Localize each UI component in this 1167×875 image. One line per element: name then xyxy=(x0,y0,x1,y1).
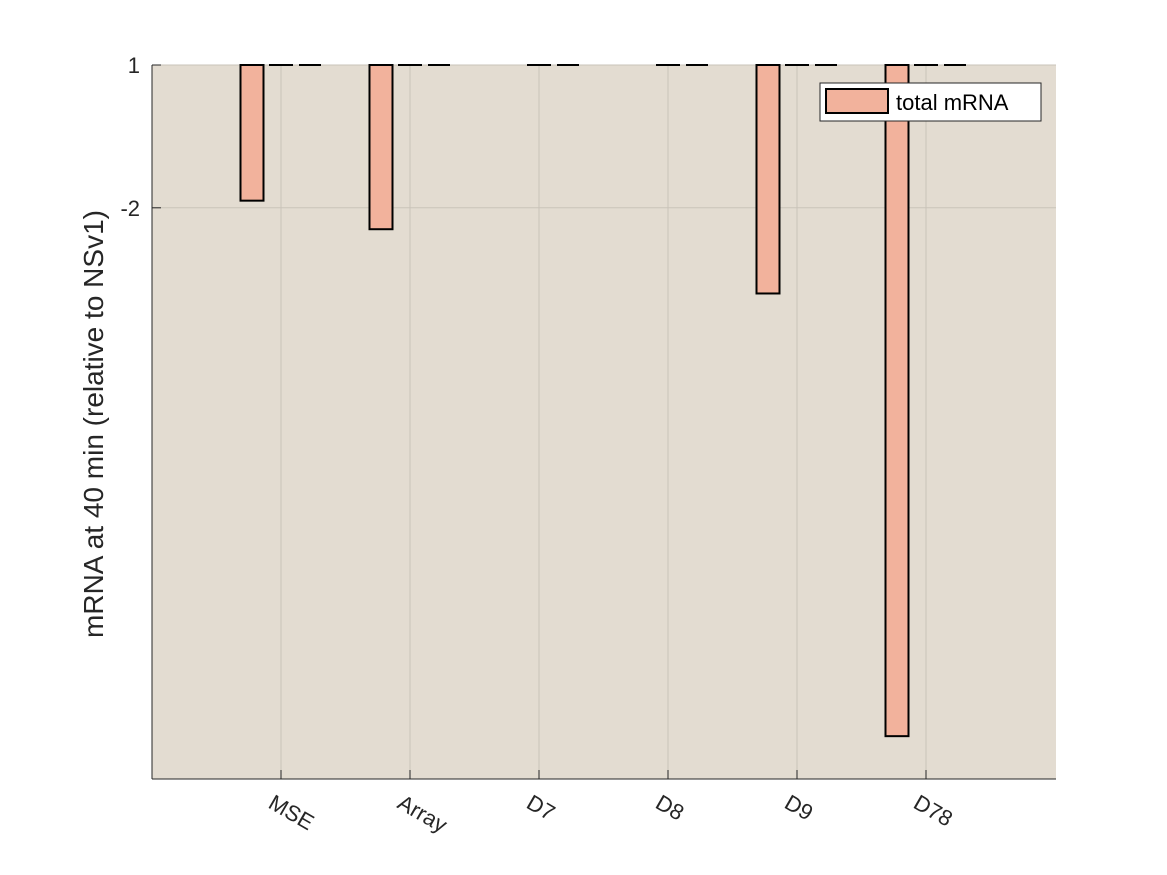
x-tick-label: Array xyxy=(394,790,452,838)
x-tick-label: D8 xyxy=(652,790,689,826)
x-tick-label: D78 xyxy=(910,790,957,832)
bar-D78 xyxy=(884,64,910,738)
y-axis-title: mRNA at 40 min (relative to NSv1) xyxy=(78,210,109,638)
bar-MSE xyxy=(239,64,265,202)
bar-D9 xyxy=(755,64,781,295)
legend-label: total mRNA xyxy=(896,90,1009,115)
y-tick-label: -2 xyxy=(120,196,140,221)
axes xyxy=(151,64,1056,780)
y-tick-label: 1 xyxy=(128,53,140,78)
x-tick-label: MSE xyxy=(265,790,319,835)
x-tick-label: D7 xyxy=(523,790,560,826)
plot-area xyxy=(152,65,1056,779)
bar-Array xyxy=(368,64,394,231)
legend: total mRNA xyxy=(819,82,1042,122)
x-tick-label: D9 xyxy=(781,790,818,826)
legend-swatch xyxy=(825,88,889,114)
bars xyxy=(239,64,966,738)
